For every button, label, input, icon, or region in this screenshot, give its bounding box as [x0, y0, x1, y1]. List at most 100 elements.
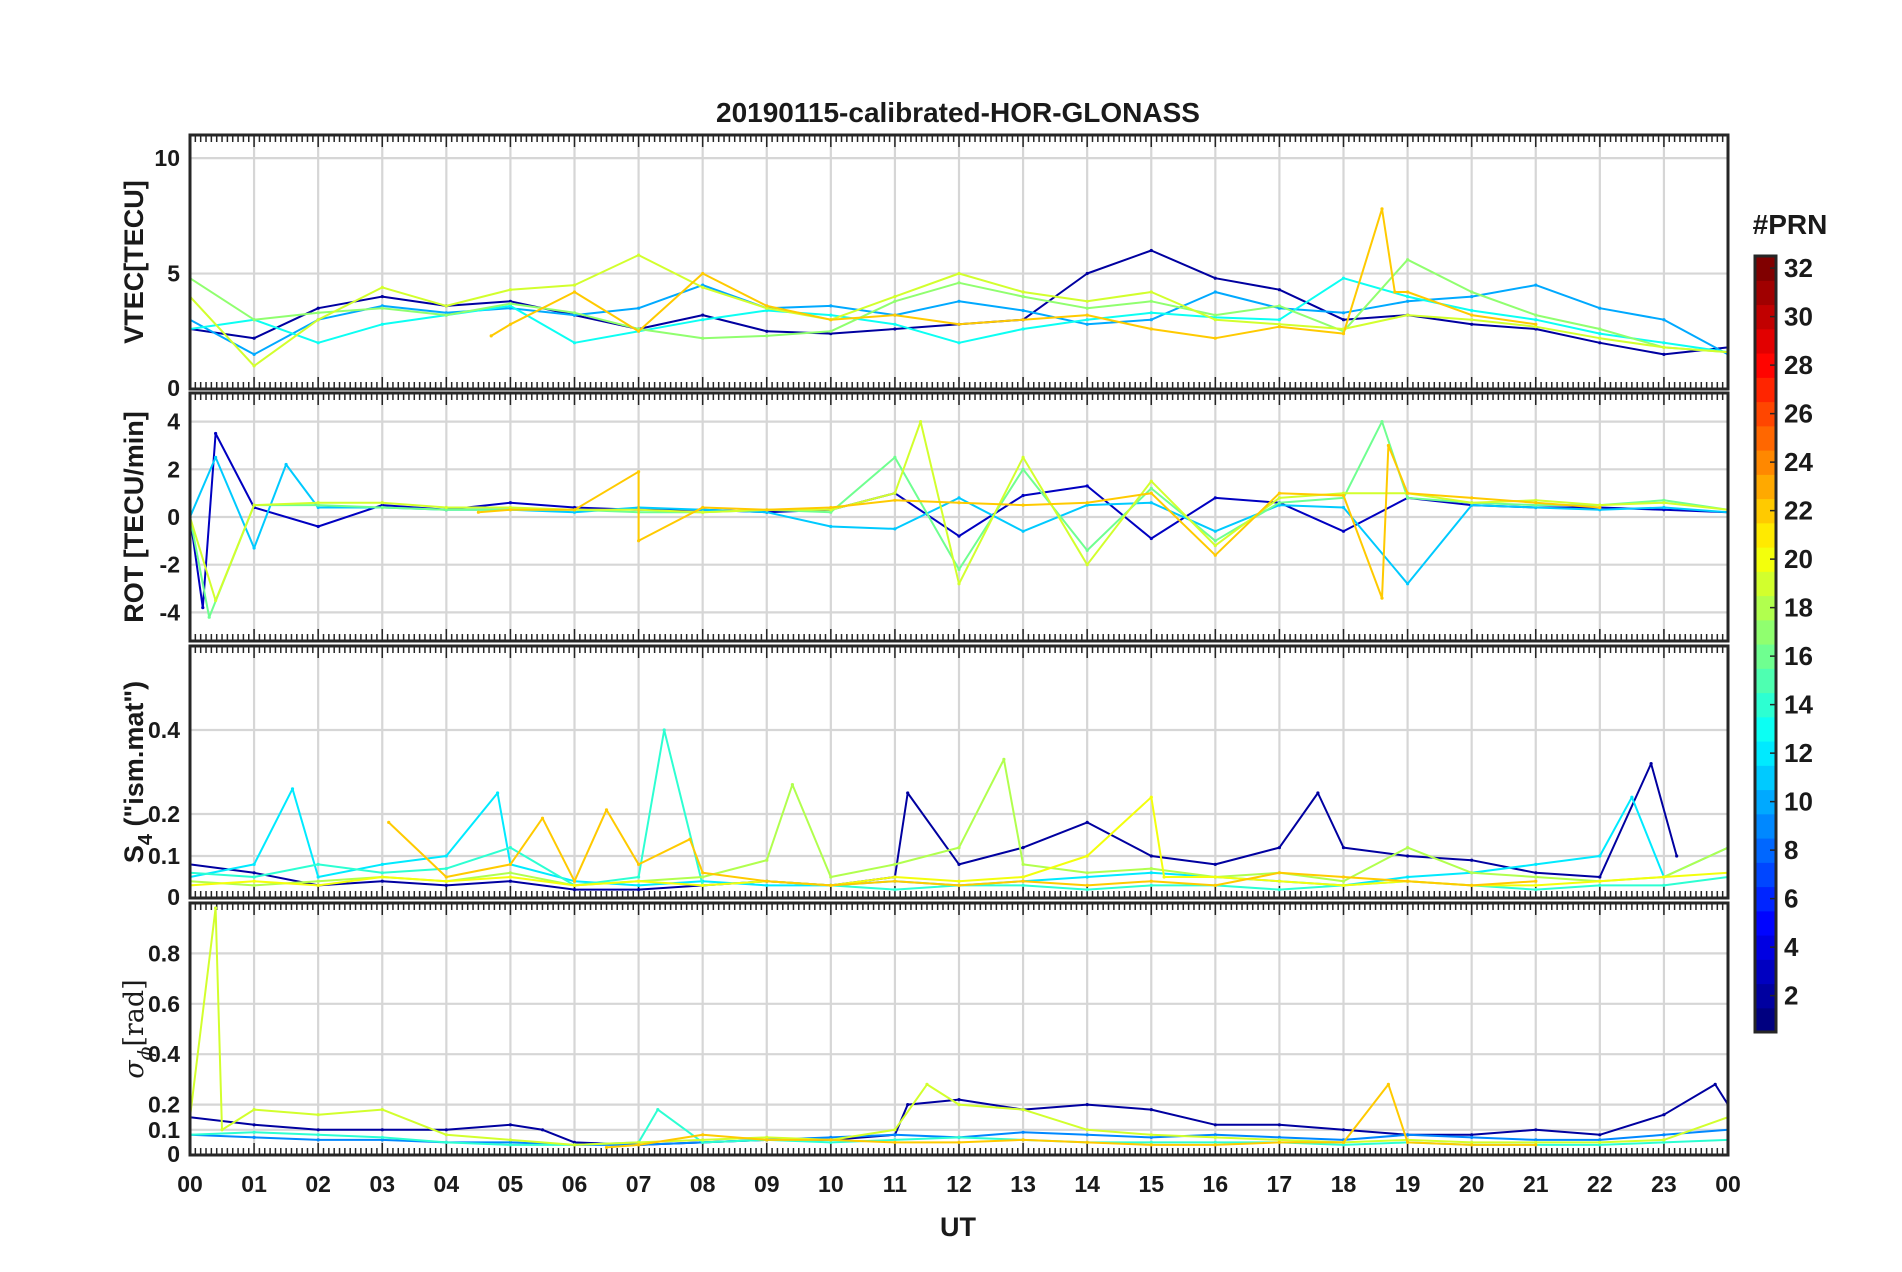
axes-frame	[188, 901, 1730, 1157]
x-tick-label: 22	[1587, 1171, 1613, 1197]
y-axis-label: ROT [TECU/min]	[119, 411, 149, 622]
data-point	[604, 1145, 609, 1149]
data-point	[1341, 879, 1346, 883]
chart-title: 20190115-calibrated-HOR-GLONASS	[716, 97, 1200, 128]
data-point	[1598, 883, 1602, 888]
data-point	[316, 1128, 320, 1132]
data-point	[1470, 501, 1474, 505]
grid	[190, 393, 1728, 641]
data-point	[957, 1098, 961, 1102]
data-point	[316, 879, 320, 883]
data-point	[829, 508, 833, 512]
data-point	[1162, 875, 1166, 879]
data-point	[1085, 888, 1089, 892]
data-point	[1277, 304, 1281, 308]
data-point	[829, 304, 833, 308]
data-point	[214, 455, 218, 459]
data-point	[1341, 311, 1346, 315]
data-point	[201, 606, 205, 610]
data-point	[252, 875, 256, 879]
x-tick-label: 09	[754, 1171, 780, 1197]
data-point	[1085, 1140, 1089, 1144]
data-point	[1021, 318, 1025, 322]
data-point	[1534, 498, 1538, 502]
data-point	[1085, 871, 1089, 875]
data-point	[1470, 1135, 1474, 1139]
data-point	[1380, 420, 1384, 424]
data-point	[1662, 1138, 1666, 1142]
data-point	[284, 462, 288, 467]
data-point	[316, 311, 320, 315]
panel-sigma-phi: 00.10.2 0.4 0.6 0.8 σϕ[rad] 00 01 02 03 04 05 06 07 0…	[119, 901, 1741, 1197]
data-point	[316, 524, 320, 529]
colorbar-tick-label: 22	[1784, 496, 1813, 526]
data-point	[1149, 536, 1153, 541]
data-point	[637, 253, 641, 257]
data-point	[252, 503, 256, 507]
data-point	[1021, 879, 1025, 883]
data-point	[1534, 875, 1538, 879]
data-point	[1598, 1140, 1602, 1144]
data-point	[765, 1135, 769, 1139]
series-group	[190, 207, 1728, 368]
data-point	[1598, 332, 1602, 336]
data-point	[1277, 1135, 1281, 1139]
data-point	[1630, 795, 1634, 799]
data-point	[957, 534, 961, 538]
data-point	[380, 1138, 384, 1142]
y-tick-label: 10	[154, 145, 180, 171]
series-group	[190, 906, 1728, 1149]
colorbar-tick-label: 12	[1784, 738, 1813, 768]
data-point	[1470, 496, 1474, 500]
colorbar-tick-label: 16	[1784, 641, 1813, 671]
x-tick-label: 21	[1523, 1171, 1549, 1197]
data-point	[1149, 1135, 1153, 1139]
colorbar-swatch	[1755, 425, 1776, 451]
data-point	[1406, 875, 1410, 879]
data-point	[1213, 529, 1217, 533]
data-point	[1149, 1108, 1153, 1112]
y-tick-label: 0	[167, 504, 180, 530]
series-line-prn-22	[490, 207, 1536, 340]
data-point	[1277, 325, 1281, 329]
data-point	[1598, 879, 1602, 883]
data-point	[637, 329, 641, 333]
data-point	[1021, 493, 1025, 498]
colorbar-tick-label: 2	[1784, 981, 1798, 1011]
data-point	[1149, 1143, 1153, 1147]
data-point	[1598, 341, 1602, 345]
data-point	[957, 883, 961, 888]
data-point	[444, 1128, 448, 1132]
data-point	[1341, 883, 1346, 888]
data-point	[1534, 879, 1538, 883]
data-point	[1149, 299, 1153, 303]
data-point	[1341, 1128, 1346, 1132]
data-point	[893, 1140, 897, 1144]
data-point	[701, 1140, 705, 1144]
data-point	[572, 879, 577, 883]
data-point	[829, 883, 833, 888]
data-point	[1406, 582, 1410, 586]
data-point	[508, 1123, 512, 1127]
data-point	[1149, 486, 1153, 490]
data-point	[540, 1128, 545, 1132]
data-point	[387, 820, 391, 825]
data-point	[1598, 508, 1602, 512]
data-point	[957, 879, 961, 883]
data-point	[572, 311, 577, 315]
colorbar-swatch	[1755, 547, 1776, 572]
data-point	[637, 862, 641, 867]
data-point	[1406, 299, 1410, 303]
colorbar-swatch	[1755, 256, 1776, 281]
data-point	[656, 1108, 660, 1112]
data-point	[316, 1133, 320, 1137]
data-point	[1341, 332, 1346, 336]
colorbar-tick-label: 14	[1784, 690, 1813, 720]
colorbar-swatch	[1755, 910, 1776, 936]
data-point	[1149, 867, 1153, 871]
data-point	[1149, 318, 1153, 322]
x-tick-label: 15	[1138, 1171, 1164, 1197]
data-point	[1277, 491, 1281, 495]
data-point	[572, 1140, 577, 1144]
data-point	[380, 862, 384, 867]
